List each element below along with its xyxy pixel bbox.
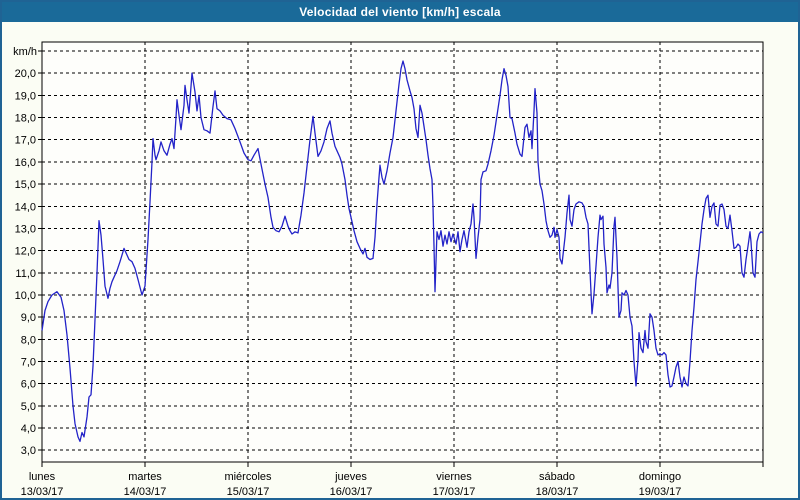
y-tick-label: 14,0 (15, 201, 36, 213)
y-tick-label: 18,0 (15, 113, 36, 125)
wind-speed-chart: 3,0 4,0 5,0 6,0 7,0 8,0 9,0 10,0 11,0 12,0 13,0 14,… (13, 41, 764, 498)
x-day-date-label: 17/03/17 (433, 486, 476, 498)
x-day-date-label: 15/03/17 (227, 486, 270, 498)
y-tick-label: 20,0 (15, 68, 36, 80)
x-day-name-label: sábado (539, 471, 575, 483)
x-day-name-label: jueves (334, 471, 367, 483)
x-day-name-label: domingo (639, 471, 681, 483)
y-tick-label: 3,0 (21, 445, 36, 457)
y-tick-label: 11,0 (15, 268, 36, 280)
x-day-name-label: lunes (29, 471, 56, 483)
plot-frame (41, 41, 764, 463)
y-axis-unit-label: km/h (13, 46, 37, 58)
y-tick-label: 6,0 (21, 379, 36, 391)
wind-speed-line (41, 60, 764, 443)
x-day-date-label: 13/03/17 (21, 486, 64, 498)
y-tick-label: 17,0 (15, 135, 36, 147)
y-tick-label: 19,0 (15, 90, 36, 102)
y-tick-label: 7,0 (21, 357, 36, 369)
y-tick-label: 5,0 (21, 401, 36, 413)
x-day-name-label: miércoles (224, 471, 272, 483)
y-tick-label: 16,0 (15, 157, 36, 169)
y-tick-label: 8,0 (21, 334, 36, 346)
plot-area (42, 42, 763, 462)
window-titlebar: Velocidad del viento [km/h] escala (2, 2, 798, 22)
chart-area: 3,0 4,0 5,0 6,0 7,0 8,0 9,0 10,0 11,0 12,0 13,0 14,… (2, 22, 798, 498)
y-tick-label: 10,0 (15, 290, 36, 302)
x-day-date-label: 19/03/17 (639, 486, 682, 498)
x-day-date-label: 14/03/17 (124, 486, 167, 498)
x-day-name-label: viernes (436, 471, 472, 483)
y-tick-label: 15,0 (15, 179, 36, 191)
y-tick-label: 13,0 (15, 223, 36, 235)
y-tick-label: 12,0 (15, 246, 36, 258)
y-tick-label: 9,0 (21, 312, 36, 324)
x-day-name-label: martes (128, 471, 162, 483)
x-day-date-label: 16/03/17 (330, 486, 373, 498)
y-tick-label: 4,0 (21, 423, 36, 435)
x-day-date-label: 18/03/17 (536, 486, 579, 498)
window-title: Velocidad del viento [km/h] escala (299, 5, 501, 19)
